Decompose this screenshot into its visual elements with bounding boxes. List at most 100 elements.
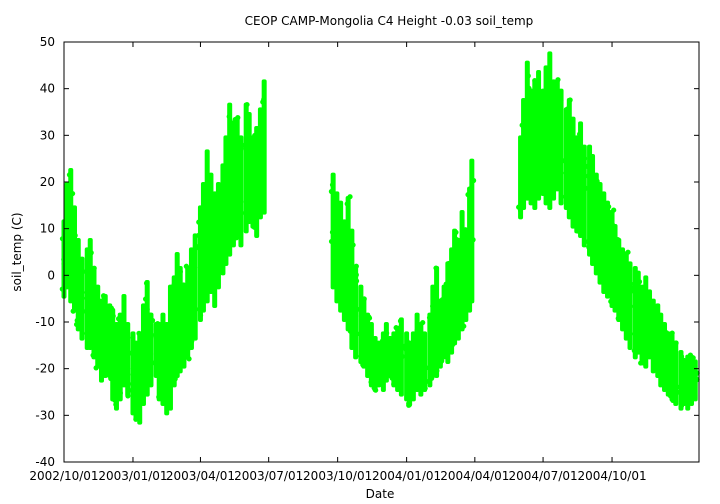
data-point-marker [233, 235, 239, 241]
data-point [671, 340, 679, 406]
data-point-marker [94, 355, 101, 361]
data-point-marker [387, 340, 393, 346]
data-point-marker [399, 353, 406, 360]
data-point-marker [406, 402, 413, 408]
data-point-marker [406, 385, 413, 391]
data-point-marker [344, 201, 350, 207]
data-point-marker [341, 284, 347, 290]
data-point-marker [353, 278, 360, 284]
data-point-marker [115, 363, 121, 369]
data-point-marker [249, 162, 255, 168]
data-point-marker [684, 378, 690, 384]
data-point-marker [694, 376, 700, 383]
data-point-marker [225, 250, 231, 256]
data-point-marker [397, 363, 404, 370]
data-point-marker [208, 275, 214, 281]
data-point-marker [467, 254, 473, 260]
data-point-marker [384, 330, 390, 336]
data-point-marker [589, 222, 595, 229]
data-point-marker [91, 265, 97, 271]
data-point-marker [665, 363, 671, 369]
data-point-marker [534, 135, 540, 141]
data-point-marker [539, 177, 545, 184]
data-point-marker [232, 116, 238, 123]
data-point-marker [638, 360, 644, 366]
data-point-marker [589, 174, 595, 181]
data-point-range [469, 158, 475, 304]
y-tick-label: 0 [47, 268, 55, 282]
data-point-marker [617, 247, 624, 253]
data-point-marker [619, 273, 625, 280]
data-point-marker [213, 232, 220, 238]
data-point-marker [343, 279, 350, 285]
data-point-marker [226, 246, 232, 252]
data-point-marker [566, 172, 572, 178]
data-point-marker [538, 106, 545, 112]
data-point-marker [207, 258, 213, 264]
data-point-marker [534, 88, 540, 94]
data-point-marker [183, 291, 189, 298]
y-tick-label: -20 [35, 362, 55, 376]
data-point-marker [77, 288, 83, 294]
data-point-marker [687, 389, 693, 395]
data-point-marker [465, 242, 471, 248]
data-point [236, 135, 245, 248]
data-point-marker [425, 378, 431, 385]
data-point-marker [184, 325, 191, 332]
data-point [690, 359, 700, 402]
y-tick-label: 50 [40, 35, 55, 49]
data-point-marker [199, 233, 205, 239]
data-point-marker [222, 215, 228, 221]
data-point-marker [360, 362, 366, 368]
data-point-marker [102, 361, 108, 367]
data-point-marker [676, 389, 683, 395]
data-point-marker [200, 246, 206, 253]
data-point-marker [645, 316, 651, 322]
data-point-marker [117, 390, 123, 396]
data-point-marker [619, 311, 625, 317]
data-point-range [102, 294, 108, 378]
data-point-marker [347, 328, 353, 334]
data-point-marker [547, 129, 553, 136]
data-point-marker [177, 296, 183, 302]
data-point-marker [221, 191, 227, 197]
data-point-marker [420, 344, 426, 350]
data-point-marker [450, 335, 456, 341]
data-point-marker [156, 394, 162, 400]
data-point-marker [109, 315, 115, 321]
data-point-marker [448, 308, 454, 314]
data-point-marker [108, 375, 114, 382]
data-point-marker [690, 389, 697, 395]
chart-title: CEOP CAMP-Mongolia C4 Height -0.03 soil_… [245, 14, 534, 28]
data-point-marker [576, 189, 582, 196]
data-point-marker [631, 348, 637, 354]
data-point-marker [215, 254, 221, 260]
data-point-marker [585, 239, 591, 245]
data-point-marker [615, 237, 621, 243]
data-point-marker [454, 237, 460, 243]
data-point-marker [238, 146, 244, 152]
data-point-range [79, 256, 85, 341]
data-point-marker [420, 319, 426, 326]
data-point-marker [455, 325, 461, 331]
data-point-marker [417, 359, 424, 366]
x-tick-label: 2004/01/01 [372, 469, 441, 483]
data-point-marker [368, 379, 374, 385]
data-point-marker [190, 257, 196, 263]
y-tick-label: -10 [35, 315, 55, 329]
data-point-marker [430, 303, 436, 309]
data-point-marker [232, 136, 238, 142]
data-point-marker [71, 227, 77, 233]
data-point-marker [106, 337, 112, 343]
data-point-marker [558, 169, 564, 176]
data-point-marker [163, 350, 169, 356]
data-point-marker [549, 101, 555, 107]
data-point-marker [379, 346, 385, 352]
data-point-marker [100, 293, 107, 299]
data-point-marker [93, 365, 99, 371]
data-point-marker [142, 296, 149, 302]
data-point-marker [69, 190, 76, 197]
data-point-marker [642, 330, 648, 336]
data-point [579, 144, 589, 248]
